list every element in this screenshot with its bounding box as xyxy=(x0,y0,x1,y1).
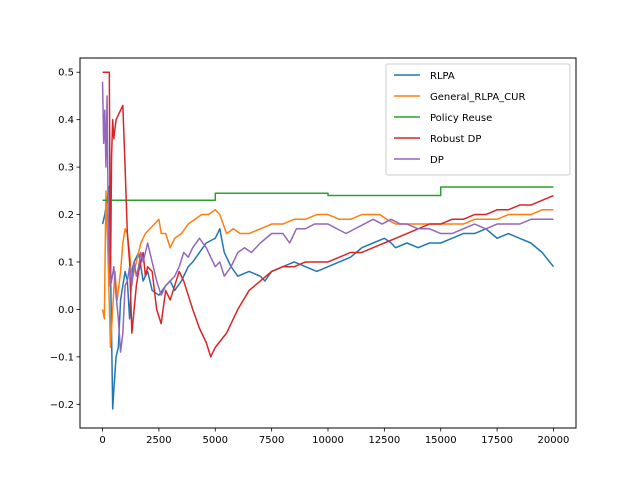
y-tick-label-1: −0.1 xyxy=(50,352,74,363)
y-tick-label-4: 0.2 xyxy=(58,210,74,221)
x-tick-label-1: 2500 xyxy=(146,435,171,446)
x-axis: 0 2500 5000 7500 10000 12500 15000 17500 20000 xyxy=(99,428,569,446)
legend-label-2: Policy Reuse xyxy=(430,113,492,124)
y-tick-label-5: 0.3 xyxy=(58,163,74,174)
x-tick-label-8: 20000 xyxy=(538,435,570,446)
legend-label-3: Robust DP xyxy=(430,134,481,145)
legend-label-1: General_RLPA_CUR xyxy=(430,92,525,103)
legend: RLPA General_RLPA_CUR Policy Reuse Robust D… xyxy=(385,63,571,176)
series-line-3 xyxy=(102,71,554,358)
y-tick-label-7: 0.5 xyxy=(58,68,74,79)
series-line-0 xyxy=(101,185,555,410)
legend-label-4: DP xyxy=(430,155,444,166)
x-tick-label-7: 17500 xyxy=(481,435,513,446)
x-tick-label-2: 5000 xyxy=(203,435,228,446)
y-tick-label-6: 0.4 xyxy=(58,115,74,126)
y-axis: −0.2 −0.1 0.0 0.1 0.2 0.3 0.4 0.5 xyxy=(50,68,80,411)
y-tick-label-3: 0.1 xyxy=(58,257,74,268)
series-line-2 xyxy=(102,186,554,202)
series-line-4 xyxy=(101,81,554,353)
x-tick-label-4: 10000 xyxy=(312,435,344,446)
legend-frame xyxy=(385,63,571,176)
legend-label-0: RLPA xyxy=(430,71,455,82)
x-tick-label-3: 7500 xyxy=(259,435,284,446)
y-tick-label-0: −0.2 xyxy=(50,400,74,411)
x-tick-label-6: 15000 xyxy=(425,435,457,446)
series-layer xyxy=(101,71,555,410)
x-tick-label-5: 12500 xyxy=(368,435,400,446)
y-tick-label-2: 0.0 xyxy=(58,305,74,316)
x-tick-label-0: 0 xyxy=(99,435,105,446)
